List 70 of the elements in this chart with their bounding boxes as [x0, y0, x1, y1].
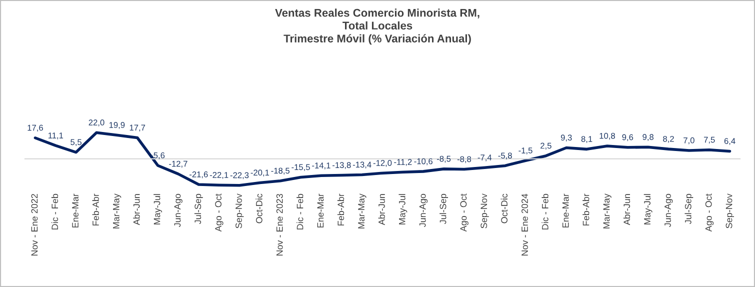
x-tick-label: Feb-Abr [582, 194, 590, 226]
x-tick-label: Jun-Ago [174, 194, 182, 228]
data-label: -22,3 [230, 172, 249, 180]
x-tick-label: Jun-Ago [419, 194, 428, 228]
data-label: 19,9 [109, 122, 125, 129]
data-label: 10,8 [600, 132, 615, 140]
data-label: 17,7 [130, 124, 146, 132]
x-tick-label: Sep-Nov [726, 194, 734, 228]
x-tick-label: Dic - Feb [51, 194, 58, 230]
data-label: -5,8 [498, 152, 512, 160]
data-label: 9,6 [622, 134, 634, 142]
x-tick-label: Oct-Dic [256, 194, 262, 224]
x-tick-label: Mar-May [603, 194, 612, 228]
x-tick-label: Nov - Ene 2022 [31, 194, 38, 256]
data-label: -20,1 [250, 170, 270, 177]
x-tick-label: Ago - Oct [705, 194, 714, 232]
x-tick-label: Feb-Abr [92, 194, 99, 226]
data-label: -21,6 [190, 171, 208, 178]
data-label: -13,8 [332, 162, 351, 170]
x-tick-label: Sep-Nov [236, 194, 244, 228]
data-label: 2,5 [540, 142, 552, 150]
x-tick-label: Ago - Oct [215, 194, 224, 232]
x-tick-label: Sep-Nov [480, 194, 489, 228]
data-label: -11,2 [394, 159, 412, 166]
data-label: -14,1 [312, 162, 330, 170]
data-label: 8,1 [581, 136, 592, 143]
x-tick-label: Jul-Sep [194, 194, 203, 224]
data-label: 5,5 [70, 139, 82, 146]
x-tick-label: May-Jul [644, 194, 652, 224]
x-tick-label: Ene-Mar [317, 194, 324, 228]
chart-title: Ventas Reales Comercio Minorista RM, Total Locales Trimestre Móvil (% Variación Anual) [275, 8, 480, 45]
data-label: 9,8 [642, 134, 654, 141]
data-label: -8,8 [457, 156, 472, 164]
x-tick-label: Dic - Feb [542, 194, 548, 230]
data-label: 22,0 [88, 120, 104, 126]
data-label: -8,5 [436, 156, 451, 163]
data-label: -22,1 [210, 172, 228, 179]
data-label: -13,4 [352, 162, 372, 169]
x-tick-label: Mar-May [358, 194, 366, 228]
x-tick-label: May-Jul [154, 194, 162, 224]
data-label: -10,6 [414, 158, 432, 166]
data-label: -15,5 [292, 164, 310, 172]
data-label: -1,5 [518, 148, 532, 154]
data-label: -12,0 [373, 160, 392, 167]
x-tick-label: Nov - Ene 2024 [522, 194, 528, 256]
x-tick-label: Abr-Jun [133, 194, 140, 226]
data-label: -7,4 [478, 154, 492, 162]
x-tick-label: Ene-Mar [562, 194, 569, 228]
data-label: -12,7 [169, 160, 188, 168]
x-tick-label: May-Jul [398, 194, 408, 224]
x-tick-label: Ene-Mar [72, 194, 78, 228]
x-tick-label: Oct-Dic [500, 194, 508, 224]
x-tick-label: Jul-Sep [684, 194, 694, 224]
x-tick-label: Abr-Jun [378, 194, 385, 226]
data-label: -18,5 [271, 168, 290, 175]
x-tick-label: Dic - Feb [296, 194, 304, 230]
x-tick-label: Abr-Jun [623, 194, 630, 226]
data-label: 7,5 [704, 136, 715, 144]
data-label: 7,0 [684, 137, 694, 144]
data-label: 9,3 [560, 134, 572, 142]
data-label: 6,4 [724, 138, 736, 145]
x-tick-label: Jul-Sep [440, 194, 448, 224]
data-label: 8,2 [663, 136, 674, 143]
data-label: 17,6 [28, 124, 43, 132]
x-tick-label: Jun-Ago [664, 194, 673, 228]
x-tick-label: Feb-Abr [337, 194, 344, 226]
x-tick-label: Nov - Ene 2023 [276, 194, 283, 256]
x-tick-label: Ago - Oct [460, 194, 468, 232]
x-tick-label: Mar-May [113, 194, 122, 228]
data-label: 11,1 [48, 132, 64, 140]
